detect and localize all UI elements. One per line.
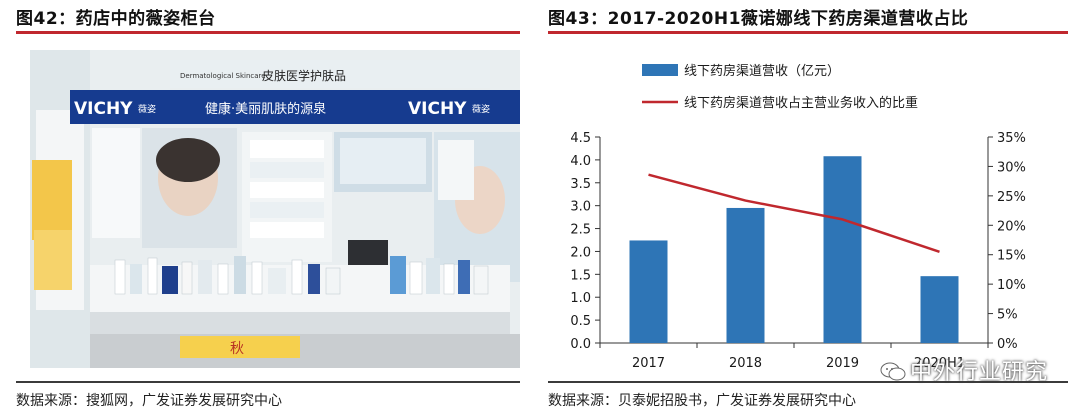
y-left-tick-label: 1.5 — [570, 268, 591, 283]
figure-43-source: 数据来源：贝泰妮招股书，广发证券发展研究中心 — [548, 393, 856, 409]
figure-42-title: 图42：药店中的薇姿柜台 — [16, 9, 216, 29]
y-right-tick-label: 20% — [997, 219, 1026, 234]
x-tick-label: 2018 — [729, 356, 762, 371]
y-right-tick-label: 0% — [997, 337, 1018, 352]
autumn-char: 秋 — [230, 341, 244, 357]
y-right-tick-label: 15% — [997, 249, 1026, 264]
bar-series — [629, 156, 959, 343]
y-left-tick-label: 0.0 — [570, 337, 591, 352]
x-tick-label: 2020H1 — [914, 356, 965, 371]
figure-43-title: 图43：2017-2020H1薇诺娜线下药房渠道营收占比 — [548, 9, 969, 29]
y-left-tick-label: 2.0 — [570, 245, 591, 260]
watermark: 中外行业研究 — [880, 354, 1048, 386]
footer-rule — [16, 381, 520, 383]
y-right-tick-label: 30% — [997, 160, 1026, 175]
y-left-tick-label: 4.0 — [570, 154, 591, 169]
legend-line-label: 线下药房渠道营收占主营业务收入的比重 — [684, 95, 918, 111]
right-figure-panel: 图43：2017-2020H1薇诺娜线下药房渠道营收占比 线下药房渠道营收（亿元… — [548, 0, 1068, 417]
y-right-tick-label: 5% — [997, 308, 1018, 323]
line-series — [648, 173, 940, 253]
chart-legend: 线下药房渠道营收（亿元） 线下药房渠道营收占主营业务收入的比重 — [642, 63, 918, 111]
x-axis-labels: 2017 2018 2019 2020H1 — [632, 356, 965, 371]
y-left-tick-label: 2.5 — [570, 223, 591, 238]
brand-right: VICHY — [408, 99, 467, 119]
y-left-tick-label: 0.5 — [570, 314, 591, 329]
title-rule — [548, 31, 1068, 34]
y-left-tick-label: 3.5 — [570, 177, 591, 192]
left-figure-panel: 图42：药店中的薇姿柜台 Dermatological Skincare 皮肤医… — [16, 0, 520, 417]
revenue-combo-chart: 线下药房渠道营收（亿元） 线下药房渠道营收占主营业务收入的比重 0.0 0.5 1.… — [570, 63, 1026, 371]
bar-2019 — [823, 156, 862, 343]
y-right-tick-label: 10% — [997, 278, 1026, 293]
share-line — [648, 173, 940, 253]
bar-2020H1 — [920, 276, 959, 343]
brand-cn-right: 薇姿 — [472, 103, 490, 115]
y-left-tick-label: 1.0 — [570, 291, 591, 306]
brand-cn-left: 薇姿 — [138, 103, 156, 115]
y-left-tick-label: 3.0 — [570, 200, 591, 215]
y-right-tick-label: 35% — [997, 131, 1026, 146]
x-tick-label: 2019 — [826, 356, 859, 371]
sign-top-text: 皮肤医学护肤品 — [262, 68, 346, 83]
x-tick-label: 2017 — [632, 356, 665, 371]
footer-rule — [548, 381, 1068, 383]
legend-bar-swatch — [642, 64, 678, 76]
vichy-counter-photo: Dermatological Skincare 皮肤医学护肤品 VICHY 薇姿… — [30, 50, 520, 368]
watermark-text: 中外行业研究 — [909, 360, 1048, 385]
y-left-tick-label: 4.5 — [570, 131, 591, 146]
slogan-text: 健康·美丽肌肤的源泉 — [205, 101, 326, 117]
brand-left: VICHY — [74, 99, 133, 119]
legend-bar-label: 线下药房渠道营收（亿元） — [684, 63, 840, 79]
bar-2017 — [629, 240, 668, 343]
sign-top-en: Dermatological Skincare — [180, 72, 266, 80]
title-rule — [16, 31, 520, 34]
figure-42-source: 数据来源：搜狐网，广发证券发展研究中心 — [16, 393, 282, 409]
y-right-tick-label: 25% — [997, 190, 1026, 205]
wechat-icon — [880, 362, 906, 381]
bar-2018 — [726, 207, 765, 343]
